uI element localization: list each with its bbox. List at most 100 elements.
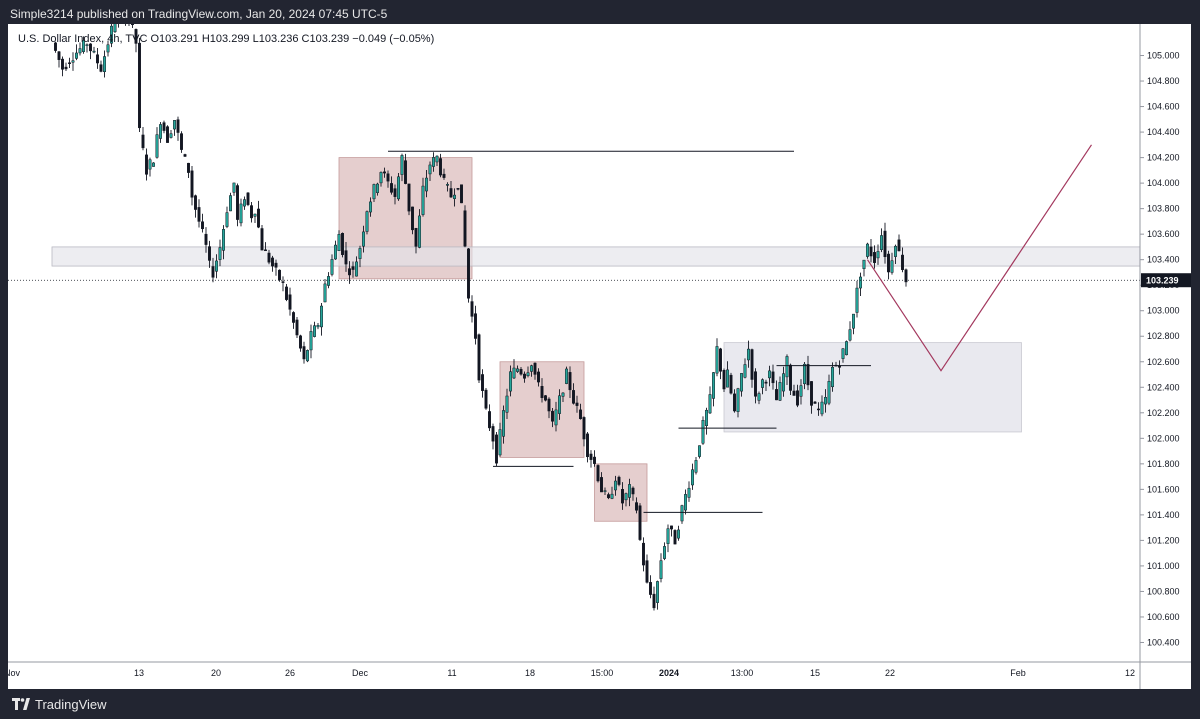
candle-body (747, 348, 750, 361)
candle-body (257, 208, 260, 228)
candle-body (113, 24, 117, 33)
candle-body (841, 348, 845, 359)
candle-body (68, 62, 71, 64)
candle-body (145, 154, 148, 175)
candle-body (845, 341, 848, 356)
y-tick-label-18: 101.400 (1147, 510, 1180, 520)
candle-body (701, 420, 705, 444)
candle-body (250, 205, 253, 219)
candle-body (152, 162, 155, 167)
candle-body (180, 133, 183, 150)
candle-body (225, 212, 229, 227)
last-price-badge (1141, 273, 1191, 288)
candle-body (309, 331, 313, 351)
y-tick-label-23: 100.400 (1147, 637, 1180, 647)
candle-body (691, 469, 694, 486)
candle-body (215, 260, 218, 272)
candle-body (467, 248, 470, 299)
candle-body (712, 372, 715, 399)
candle-body (134, 29, 138, 44)
candle-body (617, 476, 621, 485)
candle-body (372, 184, 376, 200)
candle-body (764, 381, 768, 384)
candle-body (481, 374, 484, 391)
y-tick-label-10: 103.000 (1147, 306, 1180, 316)
y-tick-label-6: 103.800 (1147, 204, 1180, 214)
candle-body (512, 367, 516, 379)
candle-body (635, 502, 638, 511)
candle-body (876, 251, 880, 259)
candle-body (285, 286, 288, 300)
candle-body (684, 494, 687, 511)
zone-supply-2 (594, 463, 648, 522)
candle-body (54, 42, 57, 51)
candle-body (218, 247, 222, 260)
candle-body (484, 389, 488, 409)
candle-body (369, 201, 372, 213)
candle-body (439, 158, 442, 176)
candle-body (743, 364, 747, 378)
candle-body (540, 386, 544, 398)
candle-body (64, 66, 68, 70)
candle-body (148, 159, 152, 170)
candle-body (313, 325, 316, 337)
y-tick-label-0: 105.000 (1147, 51, 1180, 61)
candle-body (337, 234, 341, 251)
chart-panel[interactable]: 105.000 104.800 104.600 104.400 104.200 104.0… (8, 24, 1191, 689)
candle-body (519, 368, 523, 375)
candle-body (236, 185, 239, 220)
candle-body (292, 312, 295, 323)
candle-body (736, 388, 740, 412)
candle-body (719, 348, 722, 372)
candle-body (600, 477, 603, 493)
candle-body (505, 395, 509, 413)
candle-body (715, 346, 719, 374)
candle-body (603, 490, 607, 492)
candle-body (474, 313, 477, 339)
candle-body (806, 364, 810, 386)
candle-body (358, 248, 362, 259)
candle-body (610, 493, 614, 499)
candle-body (761, 379, 764, 388)
candle-body (435, 155, 439, 163)
candle-body (488, 411, 491, 429)
candle-body (386, 173, 390, 182)
candle-body (103, 56, 106, 72)
candle-body (302, 346, 306, 360)
candle-body (659, 560, 663, 579)
x-tick-label-7: 15:00 (591, 668, 614, 678)
candle-body (78, 48, 82, 54)
candle-body (890, 260, 894, 273)
candle-body (253, 213, 257, 217)
x-tick-label-4: Dec (352, 668, 369, 678)
candle-body (355, 261, 358, 277)
candle-body (390, 183, 393, 193)
candle-body (106, 44, 110, 53)
candle-body (194, 195, 197, 210)
candle-body (589, 453, 593, 460)
brand-name: TradingView (35, 696, 107, 712)
candle-body (407, 183, 411, 212)
candle-body (243, 199, 246, 207)
candle-body (873, 252, 876, 263)
y-tick-label-17: 101.600 (1147, 484, 1180, 494)
candle-body (491, 426, 495, 442)
candle-body (859, 276, 862, 289)
x-tick-label-11: 22 (885, 668, 895, 678)
candle-body (866, 243, 869, 257)
candle-body (586, 433, 589, 458)
candle-body (694, 460, 698, 473)
y-tick-label-16: 101.800 (1147, 459, 1180, 469)
candle-body (624, 493, 628, 501)
y-tick-label-22: 100.600 (1147, 612, 1180, 622)
candle-body (740, 373, 743, 392)
chart-canvas[interactable]: 105.000 104.800 104.600 104.400 104.200 104.0… (8, 24, 1191, 689)
candle-body (211, 266, 215, 278)
x-tick-label-12: Feb (1010, 668, 1026, 678)
y-tick-label-13: 102.400 (1147, 382, 1180, 392)
candle-body (677, 529, 680, 539)
candle-body (264, 249, 267, 252)
candle-body (327, 276, 330, 286)
candle-body (523, 373, 526, 379)
